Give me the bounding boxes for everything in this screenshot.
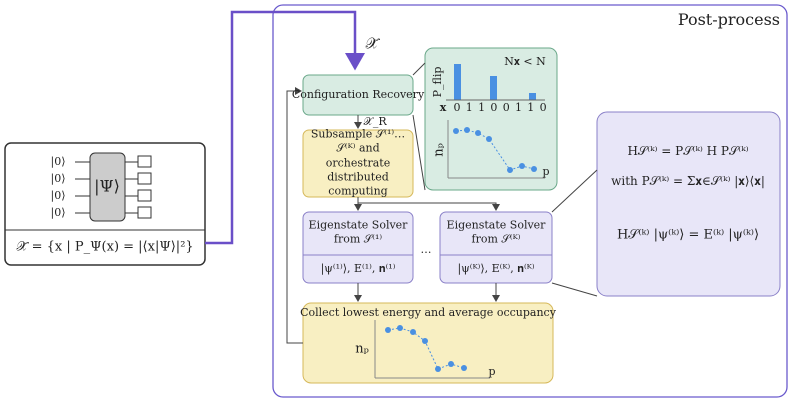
state-label: |Ψ⟩ <box>94 176 120 196</box>
occupancy-line <box>455 129 535 171</box>
equation: H𝒮⁽ᵏ⁾ |ψ⁽ᵏ⁾⟩ = E⁽ᵏ⁾ |ψ⁽ᵏ⁾⟩ <box>616 227 760 243</box>
ellipsis: … <box>420 242 432 256</box>
bit-label: 0 <box>502 100 510 114</box>
bit-axis-label: x <box>439 100 447 114</box>
bit-label: 0 <box>453 100 461 114</box>
sample-formula: 𝒳̃ = {x | P_Ψ(x) = |⟨x|Ψ⟩|²} <box>16 239 194 255</box>
bit-label: 1 <box>527 100 535 114</box>
title: Post-process <box>677 10 780 29</box>
qubit-label: |0⟩ <box>50 171 66 185</box>
axes <box>374 120 545 379</box>
subsample-label: Subsample 𝒮⁽¹⁾…𝒮⁽ᴷ⁾ and orchestrate dist… <box>310 127 406 198</box>
occupancy-ylabel: nₚ <box>431 143 447 157</box>
equation: with P𝒮⁽ᵏ⁾ = Σ𝐱∈𝒮⁽ᵏ⁾ |𝐱⟩⟨𝐱| <box>611 174 765 189</box>
collect-ylabel: nₚ <box>355 341 369 357</box>
solver-output: |ψ⁽ᴷ⁾⟩, E⁽ᴷ⁾, 𝐧⁽ᴷ⁾ <box>457 261 535 275</box>
qubit-label: |0⟩ <box>50 205 66 219</box>
flip-bars <box>454 64 536 100</box>
solver-title: Eigenstate Solver from 𝒮⁽¹⁾ <box>308 218 408 246</box>
circuit <box>75 152 152 222</box>
input-connector <box>205 10 365 245</box>
recovery-label: Configuration Recovery <box>291 87 425 101</box>
occupancy-xlabel: p <box>542 164 550 178</box>
bit-label: 0 <box>490 100 498 114</box>
collect-xlabel: p <box>488 364 496 378</box>
flip-condition: N𝐱 < N <box>504 54 546 68</box>
bit-label: 1 <box>515 100 522 114</box>
flip-ylabel: P_flip <box>430 66 444 98</box>
solver-output: |ψ⁽¹⁾⟩, E⁽¹⁾, 𝐧⁽¹⁾ <box>320 261 396 275</box>
bit-label: 0 <box>539 100 547 114</box>
collect-label: Collect lowest energy and average occupa… <box>300 305 556 319</box>
arrows <box>286 62 598 344</box>
occupancy-line <box>387 327 465 370</box>
qubit-label: |0⟩ <box>50 154 66 168</box>
equation: H𝒮⁽ᵏ⁾ = P𝒮⁽ᵏ⁾ H P𝒮⁽ᵏ⁾ <box>627 144 749 159</box>
post-process-frame <box>272 4 788 398</box>
recovered-label: 𝒳_R <box>363 114 387 128</box>
solver-title: Eigenstate Solver from 𝒮⁽ᴷ⁾ <box>446 218 546 246</box>
qubit-label: |0⟩ <box>50 188 66 202</box>
bit-label: 1 <box>478 100 486 114</box>
equation-panel <box>596 111 781 297</box>
bit-label: 1 <box>465 100 473 114</box>
input-label: 𝒳̃ <box>365 34 379 53</box>
